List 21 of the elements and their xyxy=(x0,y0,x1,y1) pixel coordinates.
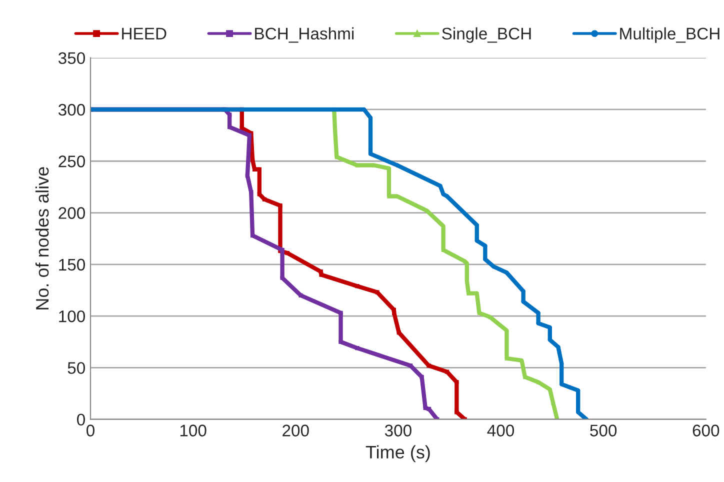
legend-label: BCH_Hashmi xyxy=(255,27,354,43)
x-tick-label: 100 xyxy=(180,424,206,436)
legend-label: HEED xyxy=(122,28,166,40)
y-tick-label: 50 xyxy=(68,362,85,374)
y-tick-label: 300 xyxy=(58,104,85,116)
x-tick-label: 400 xyxy=(487,424,514,436)
legend-label: Multiple_BCH xyxy=(620,27,720,43)
x-tick-label: 300 xyxy=(384,424,412,436)
y-tick-label: 250 xyxy=(58,156,85,168)
y-axis-title: No. of nodes alive xyxy=(35,167,49,310)
x-tick-label: 200 xyxy=(282,424,309,436)
y-tick-label: 0 xyxy=(77,414,85,426)
x-axis-title: Time (s) xyxy=(366,445,430,462)
x-tick-label: 500 xyxy=(590,424,617,436)
y-tick-label: 150 xyxy=(59,258,85,271)
legend-label: Single_BCH xyxy=(442,27,531,43)
y-tick-label: 100 xyxy=(59,310,85,322)
x-tick-label: 0 xyxy=(86,424,94,436)
y-tick-label: 200 xyxy=(58,207,85,219)
y-tick-label: 350 xyxy=(58,52,85,64)
x-tick-label: 600 xyxy=(692,424,720,436)
